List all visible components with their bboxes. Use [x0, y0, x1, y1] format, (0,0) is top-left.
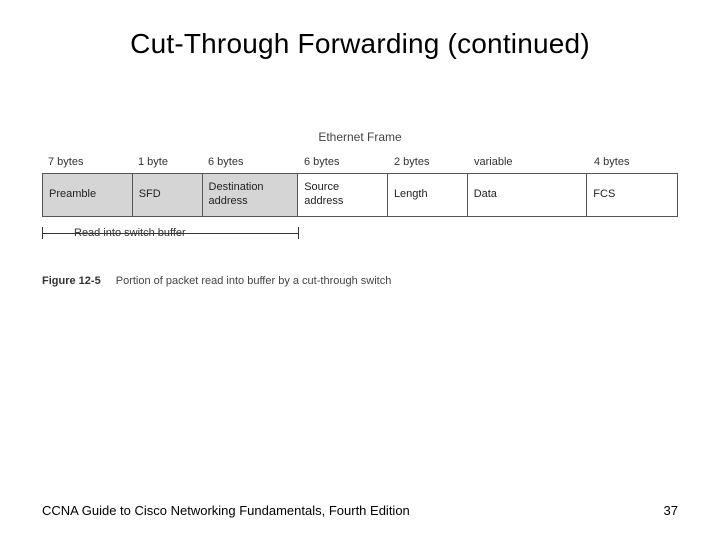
ethernet-frame-diagram: Ethernet Frame 7 bytes1 byte6 bytes6 byt… [42, 130, 678, 287]
slide: Cut-Through Forwarding (continued) Ether… [0, 0, 720, 540]
byte-size-cell: 1 byte [132, 156, 202, 171]
byte-size-cell: 7 bytes [42, 156, 132, 171]
byte-size-cell: 2 bytes [388, 156, 468, 171]
field-cell: Source address [298, 174, 388, 216]
buffer-bracket: Read into switch buffer [42, 225, 678, 261]
slide-title: Cut-Through Forwarding (continued) [42, 28, 678, 60]
footer-source: CCNA Guide to Cisco Networking Fundament… [42, 503, 410, 518]
field-cell: Data [468, 174, 588, 216]
field-cell: FCS [587, 174, 677, 216]
field-cell: Length [388, 174, 468, 216]
byte-size-cell: 4 bytes [588, 156, 678, 171]
figure-caption: Figure 12-5 Portion of packet read into … [42, 275, 678, 287]
bracket-tick [42, 227, 43, 239]
field-cell: Preamble [43, 174, 133, 216]
field-label-row: PreambleSFDDestination addressSource add… [42, 173, 678, 217]
byte-size-cell: variable [468, 156, 588, 171]
bracket-line [42, 233, 298, 234]
byte-size-cell: 6 bytes [298, 156, 388, 171]
field-cell: SFD [133, 174, 203, 216]
figure-number: Figure 12-5 [42, 275, 101, 287]
page-number: 37 [664, 503, 678, 518]
slide-footer: CCNA Guide to Cisco Networking Fundament… [42, 503, 678, 518]
field-cell: Destination address [203, 174, 299, 216]
diagram-title: Ethernet Frame [42, 130, 678, 144]
bracket-tick [298, 227, 299, 239]
figure-text: Portion of packet read into buffer by a … [116, 275, 392, 287]
byte-size-row: 7 bytes1 byte6 bytes6 bytes2 bytesvariab… [42, 156, 678, 171]
byte-size-cell: 6 bytes [202, 156, 298, 171]
